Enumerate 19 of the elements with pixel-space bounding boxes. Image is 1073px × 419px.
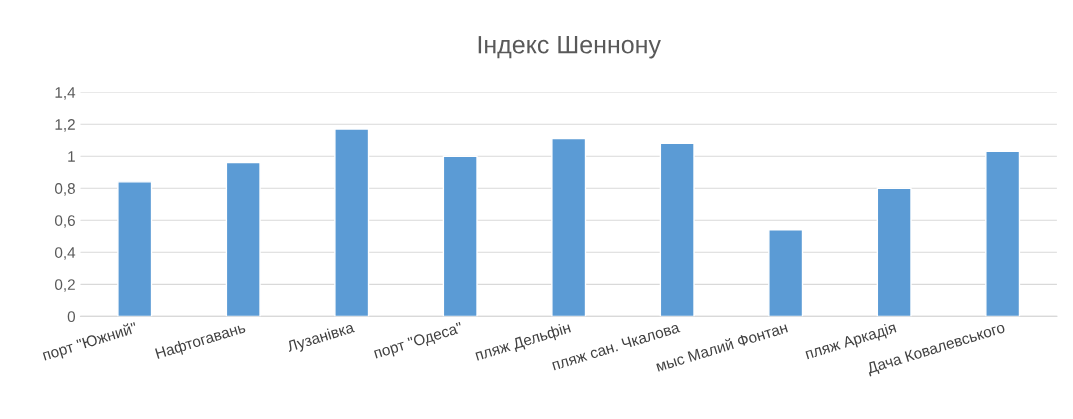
- bar: [876, 187, 912, 317]
- chart-title: Індекс Шеннону: [478, 36, 661, 59]
- y-tick-label: 1,2: [55, 119, 75, 132]
- y-tick-label: 1: [68, 151, 75, 162]
- y-tick-label: 0: [67, 311, 76, 323]
- y-tick-label: 1,4: [55, 87, 76, 100]
- y-tick-label: 0,8: [54, 183, 75, 196]
- y-tick-label: 0,2: [54, 279, 75, 292]
- bar: [225, 161, 261, 317]
- x-tick-label: порт "Одеса": [373, 321, 464, 362]
- bar: [551, 137, 587, 317]
- bar: [334, 128, 370, 317]
- bar: [659, 142, 695, 317]
- bar: [768, 229, 804, 317]
- y-tick-label: 0,4: [54, 247, 76, 260]
- y-tick-label: 0,6: [54, 215, 75, 228]
- bar: [117, 181, 153, 317]
- bar: [442, 155, 478, 317]
- bar: [985, 150, 1021, 317]
